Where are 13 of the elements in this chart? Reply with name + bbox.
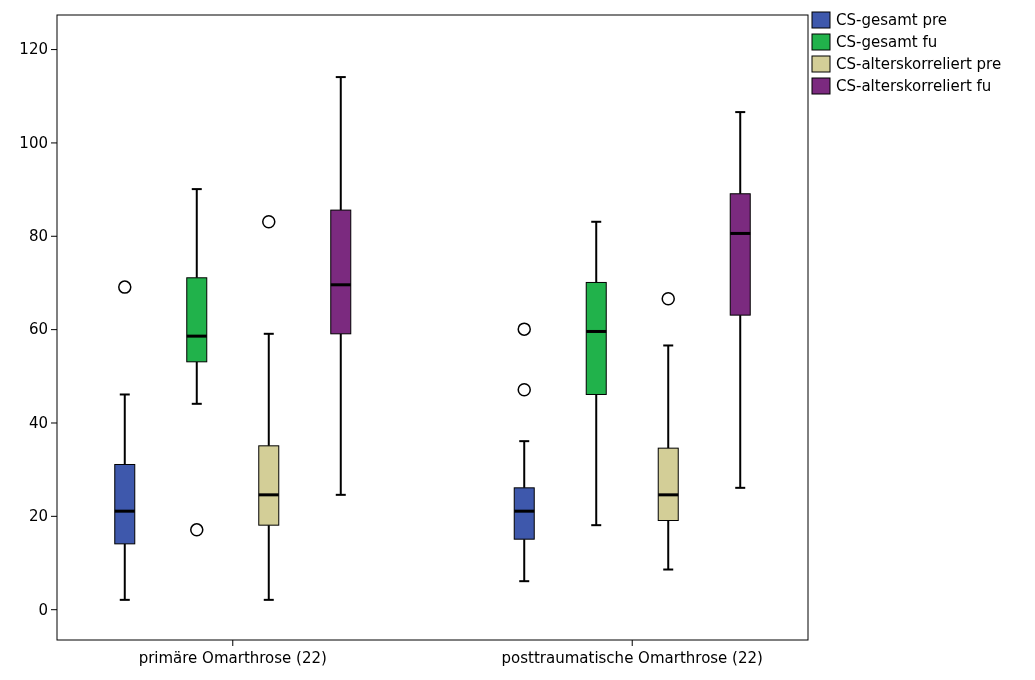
legend-label: CS-alterskorreliert pre bbox=[836, 55, 1002, 73]
legend-label: CS-alterskorreliert fu bbox=[836, 77, 992, 95]
y-tick-label: 40 bbox=[28, 413, 48, 432]
y-tick-label: 0 bbox=[38, 600, 48, 619]
y-tick-label: 120 bbox=[19, 40, 48, 59]
y-tick-label: 100 bbox=[19, 133, 48, 152]
legend-label: CS-gesamt fu bbox=[836, 33, 938, 51]
y-tick-label: 20 bbox=[28, 507, 48, 526]
x-tick-label: posttraumatische Omarthrose (22) bbox=[501, 648, 763, 667]
x-tick-label: primäre Omarthrose (22) bbox=[138, 648, 327, 667]
legend-label: CS-gesamt pre bbox=[836, 11, 948, 29]
y-tick-label: 60 bbox=[28, 320, 48, 339]
y-tick-label: 80 bbox=[28, 227, 48, 246]
